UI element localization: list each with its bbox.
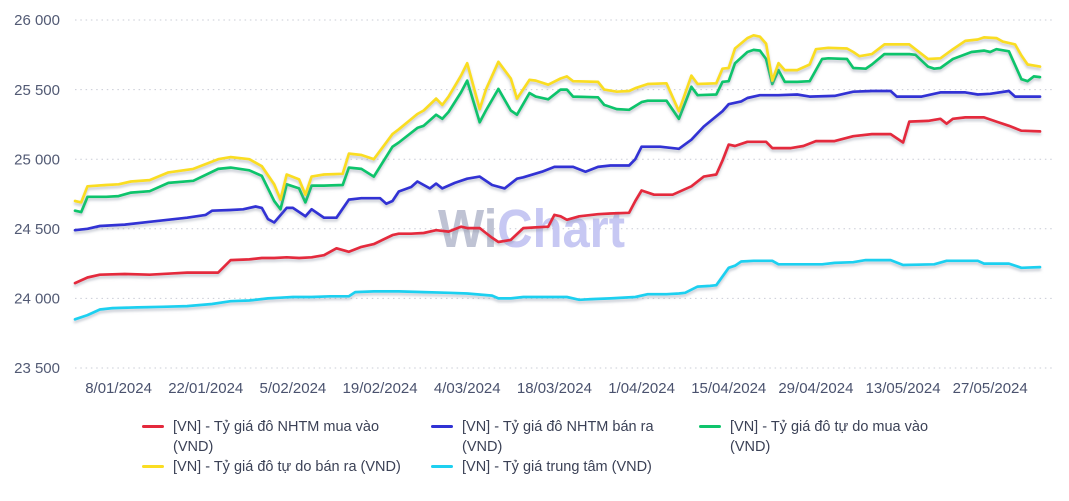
y-axis-label: 25 500 [14, 82, 60, 99]
y-axis-label: 23 500 [14, 360, 60, 377]
series-line-nhtm-ban-ra[interactable] [73, 89, 1042, 232]
x-axis-label: 27/05/2024 [953, 380, 1028, 397]
x-axis-label: 29/04/2024 [778, 380, 853, 397]
legend-marker-yellow [142, 465, 164, 468]
y-axis-label: 26 000 [14, 12, 60, 29]
x-axis-label: 8/01/2024 [85, 380, 152, 397]
series-line-tu-do-mua-vao[interactable] [73, 47, 1042, 214]
legend-item-trung-tam[interactable]: [VN] - Tỷ giá trung tâm (VND) [431, 457, 731, 477]
x-axis-label: 18/03/2024 [517, 380, 592, 397]
x-axis-label: 1/04/2024 [608, 380, 675, 397]
x-axis-label: 19/02/2024 [343, 380, 418, 397]
legend-label: [VN] - Tỷ giá trung tâm (VND) [462, 459, 652, 475]
legend-marker-green [699, 425, 721, 428]
series-line-trung-tam[interactable] [73, 258, 1042, 321]
y-axis-label: 24 500 [14, 221, 60, 238]
legend-item-nhtm-mua-vao[interactable]: [VN] - Tỷ giá đô NHTM mua vào (VND) [142, 417, 404, 457]
x-axis-label: 22/01/2024 [168, 380, 243, 397]
x-axis-label: 13/05/2024 [866, 380, 941, 397]
exchange-rate-chart: 26 000 25 500 25 000 24 500 24 000 23 500 8/01… [14, 12, 1053, 397]
legend-label: [VN] - Tỷ giá đô NHTM mua vào (VND) [173, 419, 380, 455]
y-axis-label: 25 000 [14, 151, 60, 168]
legend-label: [VN] - Tỷ giá đô NHTM bán ra (VND) [462, 419, 654, 455]
x-axis-label: 4/03/2024 [434, 380, 501, 397]
watermark: WiChart [438, 199, 625, 259]
x-axis-label: 5/02/2024 [260, 380, 327, 397]
x-axis-label: 15/04/2024 [691, 380, 766, 397]
legend-label: [VN] - Tỷ giá đô tự do bán ra (VND) [173, 459, 401, 475]
chart-legend: [VN] - Tỷ giá đô NHTM mua vào (VND) [VN]… [0, 404, 1069, 501]
legend-item-nhtm-ban-ra[interactable]: [VN] - Tỷ giá đô NHTM bán ra (VND) [431, 417, 679, 457]
legend-marker-red [142, 425, 164, 428]
legend-label: [VN] - Tỷ giá đô tự do mua vào (VND) [730, 419, 929, 455]
legend-item-tu-do-ban-ra[interactable]: [VN] - Tỷ giá đô tự do bán ra (VND) [142, 457, 462, 477]
series-line-tu-do-ban-ra[interactable] [73, 33, 1042, 204]
series-line-nhtm-mua-vao[interactable] [73, 116, 1042, 285]
legend-marker-cyan [431, 465, 453, 468]
legend-item-tu-do-mua-vao[interactable]: [VN] - Tỷ giá đô tự do mua vào (VND) [699, 417, 954, 457]
legend-marker-blue [431, 425, 453, 428]
y-axis-label: 24 000 [14, 291, 60, 308]
chart-canvas: 26 000 25 500 25 000 24 500 24 000 23 500 8/01… [14, 12, 1053, 397]
